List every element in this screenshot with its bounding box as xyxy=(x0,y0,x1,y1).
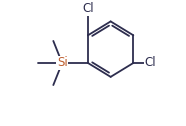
Text: Cl: Cl xyxy=(82,2,94,15)
Text: Si: Si xyxy=(57,56,68,70)
Text: Cl: Cl xyxy=(145,56,156,70)
